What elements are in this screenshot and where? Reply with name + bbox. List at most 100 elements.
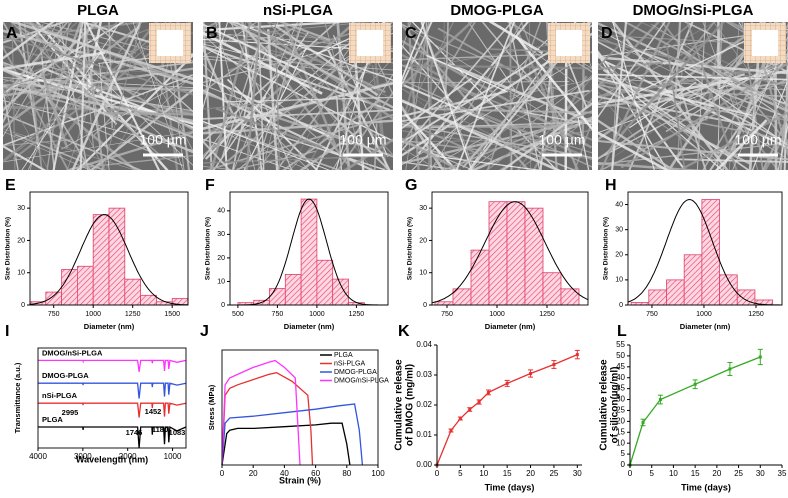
fiber [203,109,393,120]
fiber [203,22,258,58]
fiber [632,48,788,106]
fit-curve [230,198,388,306]
fiber [203,23,347,93]
x-tick-label: 500 [232,311,244,318]
y-tick-label: 0.00 [416,460,432,469]
fiber [215,22,256,170]
y-tick-label: 45 [616,362,625,371]
fiber [3,144,47,170]
fiber [598,95,757,128]
plot-frame [627,191,783,306]
legend-label: nSi-PLGA [334,360,365,367]
x-tick-label: 30 [573,469,582,478]
fiber [203,22,221,37]
panel-label: H [605,177,617,194]
x-tick-label: 80 [342,469,351,478]
panel-label: K [398,323,410,340]
y-tick-label: 10 [17,270,25,277]
fiber [620,61,788,169]
fiber [432,108,592,114]
x-tick-label: 20 [526,469,535,478]
fiber [402,22,412,51]
fiber [402,39,592,149]
marker [758,355,762,359]
fiber [402,23,530,170]
legend-label: PLGA [42,415,63,424]
fiber [10,22,89,96]
fit-curve [29,214,188,306]
fiber [203,31,323,95]
fiber [3,22,55,60]
x-tick-label: 30 [756,469,765,478]
x-tick-label: 1500 [164,311,180,318]
y-axis-label: of silicon(µg/ml) [610,367,621,444]
y-tick-label: 0 [619,302,623,309]
y-tick-label: 0 [621,460,626,469]
y-tick-label: 10 [217,278,225,285]
bar [666,279,685,306]
fiber [78,22,193,57]
y-tick-label: 20 [17,237,25,244]
fiber [3,22,125,94]
fiber [245,22,262,170]
y-tick-label: 35 [616,384,625,393]
fiber [545,22,558,170]
fiber [46,22,70,170]
bar [560,288,580,306]
fiber [402,161,462,170]
marker [458,417,462,420]
y-axis-label: Size Distribution (%) [603,217,610,280]
panel-title: nSi-PLGA [263,2,333,19]
y-tick-label: 0.03 [416,370,432,379]
fiber [564,38,568,170]
fiber [236,22,391,170]
x-tick-label: 100 [371,469,385,478]
fiber [337,91,393,170]
x-tick-label: 4000 [29,452,47,461]
bar [524,207,544,306]
series-line [38,402,187,418]
fiber [598,22,644,69]
marker [658,398,662,402]
fiber [405,22,429,170]
bar [470,249,490,306]
fiber [620,22,787,101]
marker [505,381,509,385]
fiber [223,96,393,103]
fiber [3,22,69,99]
fiber [76,53,193,170]
y-tick-label: 20 [419,237,427,244]
fiber [99,111,193,116]
x-tick-label: 15 [503,469,512,478]
series-line [629,356,761,466]
fiber [370,22,388,170]
fiber [99,63,110,170]
fiber [686,22,738,170]
x-tick-label: 1000 [85,311,101,318]
y-tick-label: 0 [423,302,427,309]
fiber [336,22,351,170]
fiber [639,22,788,93]
fiber [3,100,193,151]
inset-sample [357,30,383,56]
fiber [289,57,393,170]
panel-label: G [405,177,417,194]
y-axis-label: Size Distribution (%) [5,217,12,280]
fiber [203,98,310,110]
panel-label: F [205,177,215,194]
fiber [18,22,41,151]
fiber [425,77,592,170]
panel-label: J [200,323,209,340]
fiber [324,22,364,166]
fiber [430,22,523,170]
fiber [3,22,68,44]
fit-curve [627,198,782,306]
x-tick-label: 40 [280,469,289,478]
x-axis-label: Diameter (nm) [680,322,731,331]
fiber [32,22,105,170]
y-tick-label: 20 [616,416,625,425]
inset-sample [157,30,183,56]
legend-label: DMOG/nSi-PLGA [334,377,389,384]
